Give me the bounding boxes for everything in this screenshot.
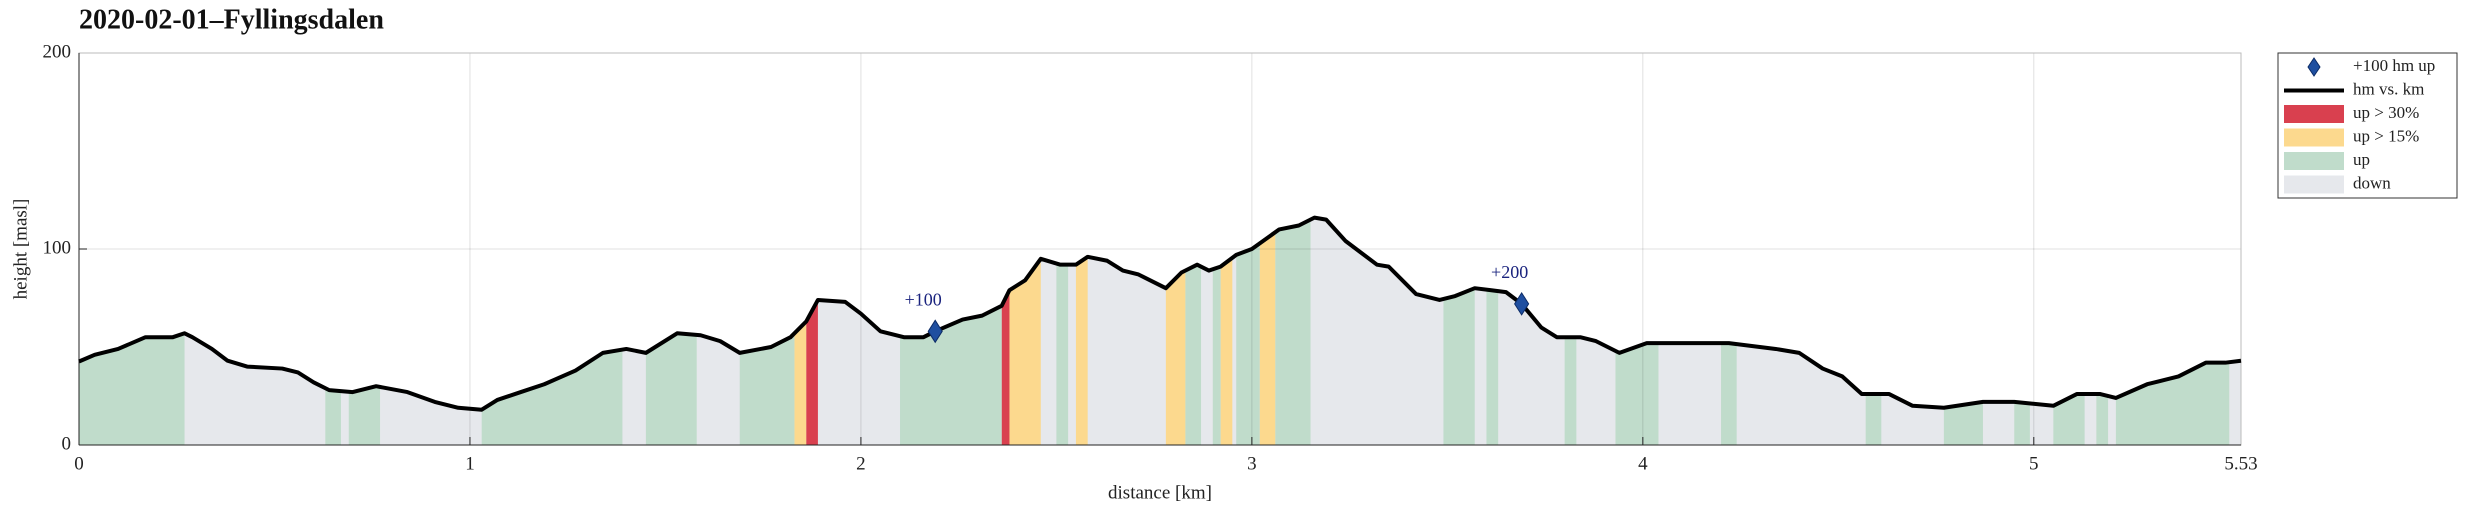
band: [1185, 217, 1202, 445]
band: [1259, 217, 1276, 445]
legend-label: up > 15%: [2353, 126, 2419, 145]
legend-swatch: [2284, 105, 2344, 123]
band: [1220, 217, 1233, 445]
x-tick-label: 1: [465, 453, 475, 474]
milestone-label: +100: [905, 289, 942, 309]
y-tick-label: 100: [43, 237, 72, 258]
milestone-marker: [927, 319, 943, 344]
band: [1275, 217, 1311, 445]
x-axis-label: distance [km]: [1108, 482, 1212, 503]
band: [794, 217, 807, 445]
band: [1075, 217, 1088, 445]
profile-line: [78, 215, 2242, 412]
x-tick-label: 5.53: [2224, 453, 2257, 474]
band: [1236, 217, 1260, 445]
chart-title: 2020-02-01–Fyllingsdalen: [79, 4, 384, 35]
legend-label: up > 30%: [2353, 103, 2419, 122]
x-tick-label: 5: [2029, 453, 2039, 474]
legend-swatch: [2284, 175, 2344, 194]
legend-label: hm vs. km: [2353, 79, 2424, 98]
legend-marker: [2307, 57, 2321, 77]
legend-label: down: [2353, 173, 2391, 192]
legend-label: up: [2353, 150, 2370, 169]
x-tick-label: 3: [1247, 453, 1257, 474]
band: [1212, 217, 1221, 445]
band: [1001, 217, 1010, 445]
area-fill: [79, 217, 2241, 445]
band: [1486, 217, 1499, 445]
x-tick-label: 4: [1638, 453, 1648, 474]
band: [806, 217, 818, 445]
milestone-label: +200: [1491, 262, 1528, 282]
y-tick-label: 0: [62, 433, 72, 454]
band: [1056, 217, 1069, 445]
legend-box: [2277, 52, 2458, 199]
x-tick-label: 0: [74, 453, 84, 474]
legend-swatch: [2284, 128, 2344, 147]
legend-swatch: [2284, 152, 2344, 170]
legend-label: +100 hm up: [2353, 56, 2435, 75]
y-tick-label: 200: [43, 41, 72, 62]
y-axis-label: height [masl]: [10, 199, 31, 300]
x-tick-label: 2: [856, 453, 866, 474]
milestone-marker: [1514, 291, 1530, 316]
